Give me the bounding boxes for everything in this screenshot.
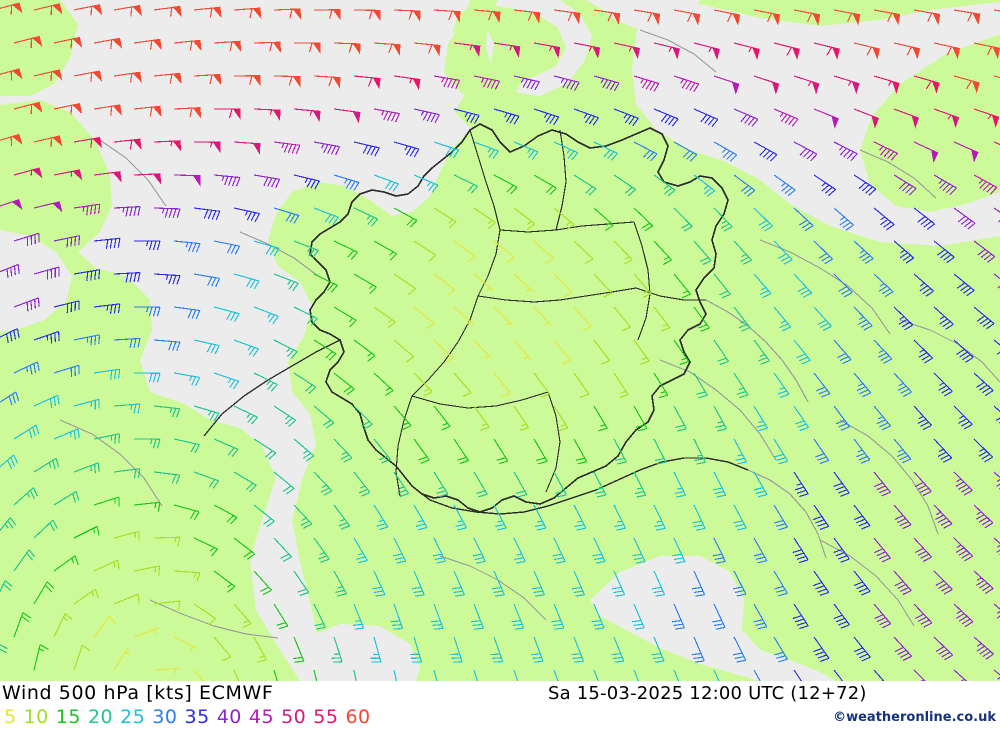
region-borders <box>59 29 1000 639</box>
legend-step-55: 55 <box>313 706 339 728</box>
legend-step-50: 50 <box>281 706 307 728</box>
map-svg <box>0 0 1000 681</box>
legend-step-5: 5 <box>4 706 17 728</box>
legend-step-10: 10 <box>23 706 49 728</box>
legend-step-60: 60 <box>345 706 371 728</box>
wind-map-canvas[interactable] <box>0 0 1000 681</box>
legend-step-20: 20 <box>87 706 114 728</box>
copyright-label: ©weatheronline.co.uk <box>833 710 996 725</box>
chart-title: Wind 500 hPa [kts] ECMWF <box>2 682 274 704</box>
legend-step-25: 25 <box>120 706 146 728</box>
legend-step-15: 15 <box>55 706 81 728</box>
footer-bar: Wind 500 hPa [kts] ECMWF Sa 15-03-2025 1… <box>0 681 1000 733</box>
wind-speed-legend: 5 10 15 20 25 30 35 40 45 50 55 60 <box>4 706 378 728</box>
legend-step-40: 40 <box>216 706 242 728</box>
legend-step-35: 35 <box>184 706 210 728</box>
country-borders <box>203 123 827 559</box>
valid-time-label: Sa 15-03-2025 12:00 UTC (12+72) <box>548 683 867 704</box>
legend-step-45: 45 <box>248 706 275 728</box>
wind-barb-layer <box>0 2 1000 681</box>
legend-step-30: 30 <box>152 706 178 728</box>
